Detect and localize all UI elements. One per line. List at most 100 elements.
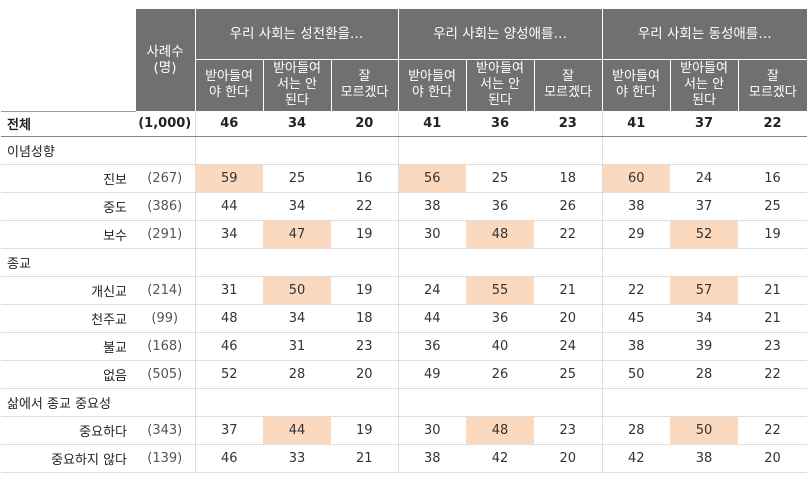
value-cell <box>534 136 603 165</box>
value-cell: 38 <box>670 444 739 473</box>
value-cell: 41 <box>397 111 467 137</box>
highlighted-value-cell: 55 <box>466 276 535 305</box>
table-row: 개신교 (214) 31 50 19 24 55 21 22 57 21 <box>1 276 808 305</box>
value-cell: 23 <box>331 332 399 361</box>
row-label: 중요하지 않다 <box>1 444 135 473</box>
highlighted-value-cell: 50 <box>263 276 331 305</box>
value-cell: 25 <box>534 360 603 389</box>
value-cell: 36 <box>466 111 535 137</box>
value-cell: 37 <box>670 192 739 221</box>
value-cell <box>601 136 671 165</box>
value-cell: 22 <box>738 111 808 137</box>
value-cell <box>194 136 263 165</box>
sub-header-0-0: 받아들여 야 한다 <box>194 59 263 111</box>
value-cell: 19 <box>331 416 399 445</box>
count-cell: (291) <box>135 220 195 249</box>
count-cell: (139) <box>135 444 195 473</box>
value-cell: 21 <box>331 444 399 473</box>
count-cell: (343) <box>135 416 195 445</box>
value-cell: 20 <box>331 111 399 137</box>
count-cell <box>135 388 195 417</box>
value-cell: 23 <box>534 416 603 445</box>
value-cell <box>534 388 603 417</box>
value-cell <box>263 248 331 277</box>
value-cell <box>263 136 331 165</box>
group-header-bisexual: 우리 사회는 양성애를… <box>397 9 603 60</box>
value-cell: 26 <box>466 360 535 389</box>
value-cell: 44 <box>397 304 467 333</box>
value-cell <box>466 248 535 277</box>
count-cell: (99) <box>135 304 195 333</box>
table-row: 중요하지 않다 (139) 46 33 21 38 42 20 42 38 20 <box>1 444 808 473</box>
value-cell: 28 <box>263 360 331 389</box>
value-cell: 19 <box>331 276 399 305</box>
value-cell <box>194 248 263 277</box>
value-cell: 22 <box>601 276 671 305</box>
value-cell: 31 <box>263 332 331 361</box>
value-cell <box>466 136 535 165</box>
table-row: 중요하다 (343) 37 44 19 30 48 23 28 50 22 <box>1 416 808 445</box>
value-cell: 34 <box>263 192 331 221</box>
category-label: 이념성향 <box>1 136 135 165</box>
highlighted-value-cell: 59 <box>194 164 263 193</box>
table-row: 진보 (267) 59 25 16 56 25 18 60 24 16 <box>1 164 808 193</box>
value-cell: 33 <box>263 444 331 473</box>
count-cell <box>135 136 195 165</box>
row-label: 진보 <box>1 164 135 193</box>
sub-header-0-2: 잘 모르겠다 <box>330 59 399 111</box>
value-cell: 45 <box>601 304 671 333</box>
group-header-homosexual: 우리 사회는 동성애를… <box>601 9 808 60</box>
value-cell <box>397 136 467 165</box>
value-cell: 40 <box>466 332 535 361</box>
group-header-transgender: 우리 사회는 성전환을… <box>194 9 399 60</box>
highlighted-value-cell: 48 <box>466 220 535 249</box>
value-cell: 46 <box>194 332 263 361</box>
highlighted-value-cell: 56 <box>397 164 467 193</box>
count-cell: (386) <box>135 192 195 221</box>
count-cell: (267) <box>135 164 195 193</box>
count-cell: (214) <box>135 276 195 305</box>
table-row: 중도 (386) 44 34 22 38 36 26 38 37 25 <box>1 192 808 221</box>
value-cell <box>601 248 671 277</box>
count-cell: (168) <box>135 332 195 361</box>
highlighted-value-cell: 57 <box>670 276 739 305</box>
value-cell: 49 <box>397 360 467 389</box>
value-cell: 20 <box>534 304 603 333</box>
value-cell: 20 <box>331 360 399 389</box>
highlighted-value-cell: 52 <box>670 220 739 249</box>
sub-header-2-1: 받아들여 서는 안 된다 <box>669 59 739 111</box>
row-label: 없음 <box>1 360 135 389</box>
category-row: 삶에서 종교 중요성 <box>1 388 808 417</box>
value-cell: 21 <box>534 276 603 305</box>
value-cell <box>738 136 808 165</box>
category-row: 종교 <box>1 248 808 277</box>
value-cell: 23 <box>738 332 808 361</box>
row-label: 보수 <box>1 220 135 249</box>
value-cell: 39 <box>670 332 739 361</box>
sub-header-1-2: 잘 모르겠다 <box>533 59 603 111</box>
value-cell: 16 <box>331 164 399 193</box>
value-cell: 25 <box>263 164 331 193</box>
value-cell: 24 <box>397 276 467 305</box>
value-cell: 22 <box>738 360 808 389</box>
value-cell: 44 <box>194 192 263 221</box>
category-label: 종교 <box>1 248 135 277</box>
value-cell <box>263 388 331 417</box>
value-cell: 37 <box>670 111 739 137</box>
sub-header-1-0: 받아들여 야 한다 <box>397 59 467 111</box>
value-cell <box>601 388 671 417</box>
highlighted-value-cell: 60 <box>601 164 671 193</box>
value-cell <box>670 136 739 165</box>
row-label: 전체 <box>1 111 135 137</box>
value-cell: 38 <box>601 332 671 361</box>
value-cell: 28 <box>670 360 739 389</box>
value-cell: 25 <box>738 192 808 221</box>
value-cell <box>331 248 399 277</box>
value-cell <box>194 388 263 417</box>
value-cell: 28 <box>601 416 671 445</box>
category-row: 이념성향 <box>1 136 808 165</box>
sub-header-1-1: 받아들여 서는 안 된다 <box>465 59 535 111</box>
value-cell: 34 <box>194 220 263 249</box>
value-cell: 34 <box>670 304 739 333</box>
value-cell: 50 <box>601 360 671 389</box>
